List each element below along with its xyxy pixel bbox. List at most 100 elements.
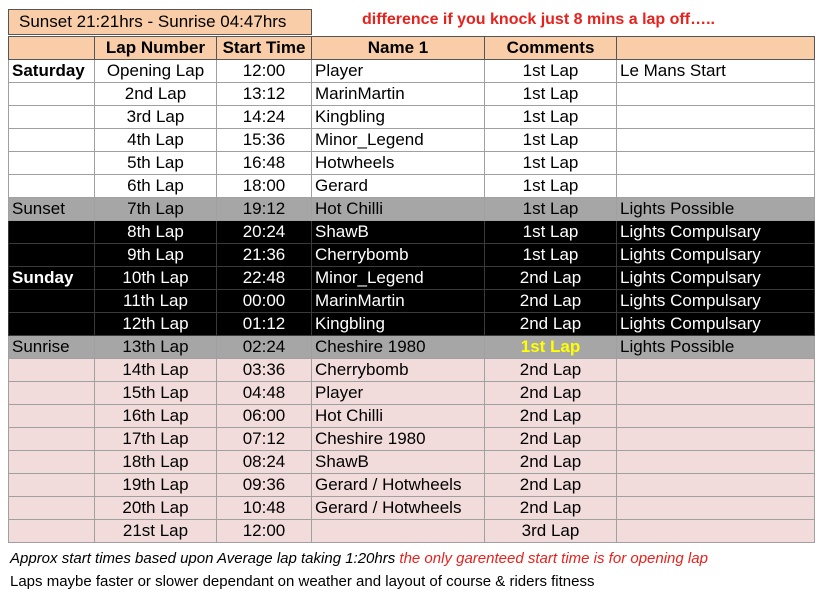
lap-cell: 21st Lap <box>94 519 217 543</box>
comment-cell: 1st Lap <box>484 174 617 198</box>
day-cell <box>8 128 95 152</box>
comment-cell: 2nd Lap <box>484 266 617 290</box>
comment-cell: 1st Lap <box>484 59 617 83</box>
note-cell <box>616 128 815 152</box>
header-day <box>8 36 95 60</box>
day-cell <box>8 450 95 474</box>
note-cell: Lights Possible <box>616 197 815 221</box>
note-cell <box>616 519 815 543</box>
name-cell: Gerard / Hotwheels <box>311 496 485 520</box>
table-row: Sunday 10th Lap 22:48 Minor_Legend 2nd Lap Li… <box>8 266 815 290</box>
day-cell <box>8 174 95 198</box>
time-cell: 08:24 <box>216 450 312 474</box>
note-cell <box>616 358 815 382</box>
table-row: 18th Lap 08:24 ShawB 2nd Lap <box>8 450 815 474</box>
table-row: 5th Lap 16:48 Hotwheels 1st Lap <box>8 151 815 175</box>
note-cell: Lights Compulsary <box>616 312 815 336</box>
comment-cell: 1st Lap <box>484 151 617 175</box>
comment-cell: 2nd Lap <box>484 312 617 336</box>
lap-cell: 2nd Lap <box>94 82 217 106</box>
footer-note-italic: Approx start times based upon Average la… <box>10 550 396 567</box>
table-row: 14th Lap 03:36 Cherrybomb 2nd Lap <box>8 358 815 382</box>
note-cell <box>616 105 815 129</box>
lap-cell: 8th Lap <box>94 220 217 244</box>
name-cell: Gerard <box>311 174 485 198</box>
name-cell: Hotwheels <box>311 151 485 175</box>
time-cell: 15:36 <box>216 128 312 152</box>
name-cell <box>311 519 485 543</box>
comment-cell: 2nd Lap <box>484 358 617 382</box>
day-cell <box>8 404 95 428</box>
name-cell: Kingbling <box>311 105 485 129</box>
lap-cell: 14th Lap <box>94 358 217 382</box>
comment-cell: 2nd Lap <box>484 496 617 520</box>
comment-cell: 2nd Lap <box>484 473 617 497</box>
name-cell: MarinMartin <box>311 289 485 313</box>
lap-schedule-table: Lap Number Start Time Name 1 Comments Sa… <box>8 36 815 543</box>
sheet-title: difference if you knock just 8 mins a la… <box>362 11 715 28</box>
lap-cell: 16th Lap <box>94 404 217 428</box>
lap-cell: 15th Lap <box>94 381 217 405</box>
header-row: Lap Number Start Time Name 1 Comments <box>8 36 815 60</box>
note-cell <box>616 496 815 520</box>
day-cell <box>8 496 95 520</box>
comment-cell: 2nd Lap <box>484 450 617 474</box>
table-row: 12th Lap 01:12 Kingbling 2nd Lap Lights Comp… <box>8 312 815 336</box>
time-cell: 12:00 <box>216 59 312 83</box>
table-row: 19th Lap 09:36 Gerard / Hotwheels 2nd Lap <box>8 473 815 497</box>
comment-cell: 1st Lap <box>484 197 617 221</box>
time-cell: 21:36 <box>216 243 312 267</box>
name-cell: Cheshire 1980 <box>311 427 485 451</box>
table-row: 3rd Lap 14:24 Kingbling 1st Lap <box>8 105 815 129</box>
table-row: 8th Lap 20:24 ShawB 1st Lap Lights Compulsar… <box>8 220 815 244</box>
name-cell: Hot Chilli <box>311 404 485 428</box>
day-cell <box>8 289 95 313</box>
note-cell <box>616 450 815 474</box>
day-cell <box>8 519 95 543</box>
name-cell: Player <box>311 381 485 405</box>
name-cell: Player <box>311 59 485 83</box>
note-cell <box>616 82 815 106</box>
lap-cell: 5th Lap <box>94 151 217 175</box>
note-cell: Lights Compulsary <box>616 289 815 313</box>
time-cell: 16:48 <box>216 151 312 175</box>
day-cell: Sunday <box>8 266 95 290</box>
lap-cell: 13th Lap <box>94 335 217 359</box>
time-cell: 07:12 <box>216 427 312 451</box>
table-row: 16th Lap 06:00 Hot Chilli 2nd Lap <box>8 404 815 428</box>
note-cell: Lights Possible <box>616 335 815 359</box>
day-cell <box>8 151 95 175</box>
note-cell <box>616 404 815 428</box>
lap-cell: 7th Lap <box>94 197 217 221</box>
day-cell: Saturday <box>8 59 95 83</box>
day-cell <box>8 358 95 382</box>
comment-cell-highlight: 1st Lap <box>484 335 617 359</box>
time-cell: 18:00 <box>216 174 312 198</box>
comment-cell: 2nd Lap <box>484 289 617 313</box>
comment-cell: 2nd Lap <box>484 381 617 405</box>
lap-cell: 9th Lap <box>94 243 217 267</box>
comment-cell: 2nd Lap <box>484 404 617 428</box>
comment-cell: 1st Lap <box>484 220 617 244</box>
lap-cell: 12th Lap <box>94 312 217 336</box>
comment-cell: 1st Lap <box>484 105 617 129</box>
sunset-sunrise-banner: Sunset 21:21hrs - Sunrise 04:47hrs <box>8 9 312 35</box>
time-cell: 14:24 <box>216 105 312 129</box>
day-cell <box>8 312 95 336</box>
table-row: Sunrise 13th Lap 02:24 Cheshire 1980 1st Lap… <box>8 335 815 359</box>
comment-cell: 1st Lap <box>484 128 617 152</box>
time-cell: 13:12 <box>216 82 312 106</box>
note-cell: Lights Compulsary <box>616 220 815 244</box>
day-cell <box>8 473 95 497</box>
header-start-time: Start Time <box>216 36 312 60</box>
footer-note-guarantee: the only garenteed start time is for ope… <box>399 550 708 567</box>
time-cell: 01:12 <box>216 312 312 336</box>
note-cell <box>616 174 815 198</box>
day-cell <box>8 82 95 106</box>
note-cell <box>616 427 815 451</box>
table-row: 4th Lap 15:36 Minor_Legend 1st Lap <box>8 128 815 152</box>
name-cell: Hot Chilli <box>311 197 485 221</box>
name-cell: MarinMartin <box>311 82 485 106</box>
table-row: 15th Lap 04:48 Player 2nd Lap <box>8 381 815 405</box>
name-cell: Minor_Legend <box>311 128 485 152</box>
